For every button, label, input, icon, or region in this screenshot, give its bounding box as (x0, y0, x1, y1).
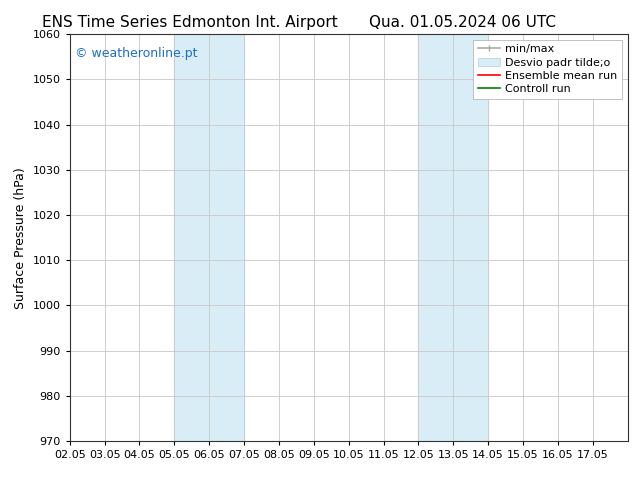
Legend: min/max, Desvio padr tilde;o, Ensemble mean run, Controll run: min/max, Desvio padr tilde;o, Ensemble m… (473, 40, 622, 99)
Title: ENS Time Series Edmonton Int. Airport        Qua. 01.05.2024 06 UTC: ENS Time Series Edmonton Int. Airport Qu… (0, 489, 1, 490)
Bar (418, 34, 488, 441)
Y-axis label: Surface Pressure (hPa): Surface Pressure (hPa) (14, 167, 27, 309)
Text: Qua. 01.05.2024 06 UTC: Qua. 01.05.2024 06 UTC (370, 15, 556, 30)
Text: © weatheronline.pt: © weatheronline.pt (75, 47, 198, 59)
Bar (174, 34, 244, 441)
Text: ENS Time Series Edmonton Int. Airport: ENS Time Series Edmonton Int. Airport (42, 15, 338, 30)
